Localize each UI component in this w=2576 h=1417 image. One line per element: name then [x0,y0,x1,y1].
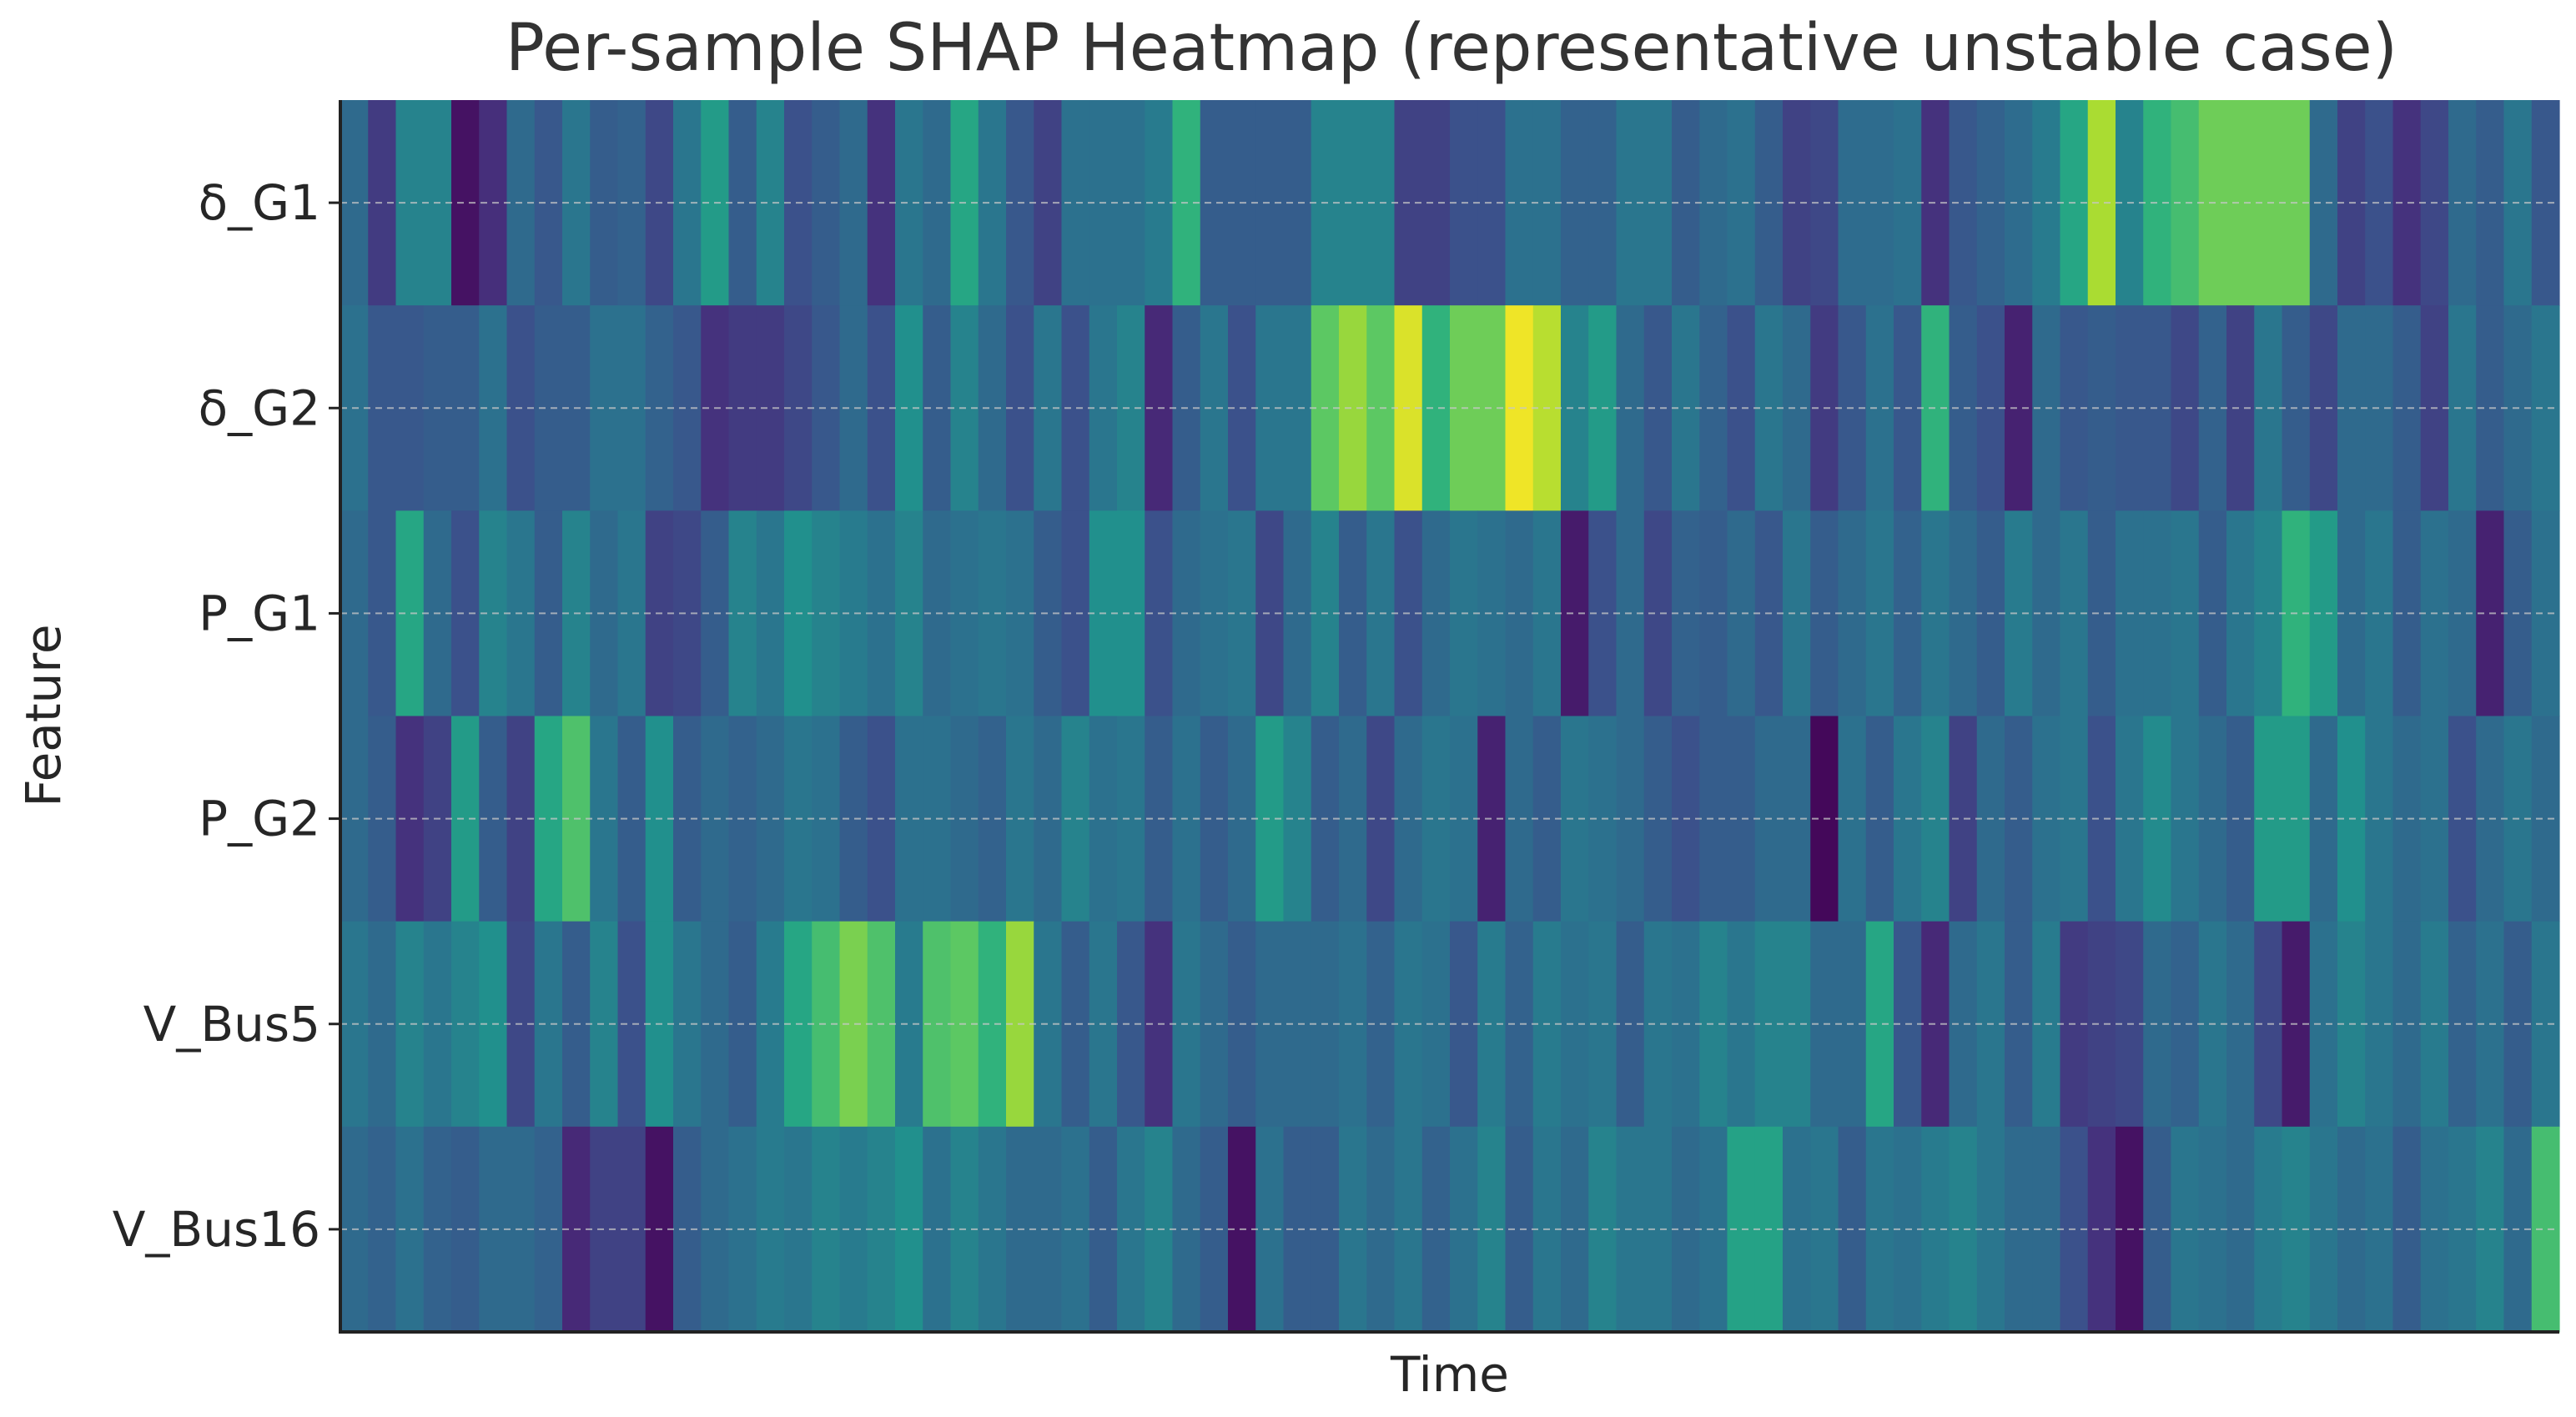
heatmap-cell [1865,510,1894,717]
heatmap-cell [534,510,563,717]
y-tick-label: δ_G2 [199,379,320,436]
heatmap-cell [2531,100,2560,306]
y-tick-labels: δ_G1 δ_G2 P_G1 P_G2 V_Bus5 V_Bus16 [113,174,340,1258]
heatmap-cell [2087,100,2116,306]
heatmap-cell [2309,716,2338,922]
y-tick-label: P_G2 [199,791,320,847]
heatmap-cell [1421,100,1451,306]
heatmap-cell [1643,100,1673,306]
heatmap-cell [1421,510,1451,717]
heatmap-cell [1421,1126,1451,1333]
heatmap-cell [756,510,785,717]
heatmap-cell [2531,921,2560,1128]
y-tick-label: P_G1 [199,585,320,641]
heatmap-cell [2309,1126,2338,1333]
heatmap-cell [1200,510,1229,717]
heatmap-cell [1200,100,1229,306]
heatmap-cell [1865,716,1894,922]
heatmap-cell [1200,716,1229,922]
heatmap-cell [978,716,1007,922]
heatmap-cell [1421,921,1451,1128]
heatmap-cell [534,921,563,1128]
heatmap-cell [978,1126,1007,1333]
axes-spine [339,100,2559,1334]
chart-title: Per-sample SHAP Heatmap (representative … [506,11,2397,86]
heatmap-cell [1421,716,1451,922]
heatmap-cell [2087,1126,2116,1333]
heatmap-cells [340,100,2560,1333]
heatmap-cell [1865,100,1894,306]
heatmap-cell [1865,1126,1894,1333]
heatmap-cell [2087,716,2116,922]
y-tick-label: V_Bus5 [143,996,320,1053]
heatmap-cell [756,1126,785,1333]
heatmap-cell [1865,305,1894,511]
heatmap-cell [534,305,563,511]
heatmap-cell [1643,921,1673,1128]
heatmap-cell [2309,100,2338,306]
heatmap-cell [534,100,563,306]
heatmap-cell [1643,1126,1673,1333]
heatmap-cell [2309,510,2338,717]
y-tick-label: V_Bus16 [113,1201,320,1258]
heatmap-cell [2087,921,2116,1128]
x-axis-label: Time [1390,1346,1509,1403]
heatmap-cell [978,100,1007,306]
heatmap-cell [1200,1126,1229,1333]
heatmap-cell [2309,305,2338,511]
heatmap-cell [2531,716,2560,922]
gridlines [340,202,2559,1230]
heatmap-cell [2087,510,2116,717]
heatmap-cell [978,921,1007,1128]
heatmap-cell [2531,1126,2560,1333]
y-tick-label: δ_G1 [199,174,320,231]
heatmap-cell [2531,305,2560,511]
heatmap-cell [978,510,1007,717]
y-axis-label: Feature [15,624,72,806]
heatmap-cell [2309,921,2338,1128]
heatmap-cell [534,1126,563,1333]
heatmap-cell [534,716,563,922]
heatmap-cell [756,716,785,922]
heatmap-cell [1200,305,1229,511]
heatmap-cell [2531,510,2560,717]
heatmap-cell [1643,716,1673,922]
heatmap-cell [1643,305,1673,511]
heatmap-cell [1200,921,1229,1128]
heatmap-cell [978,305,1007,511]
heatmap-cell [1865,921,1894,1128]
heatmap-cell [2087,305,2116,511]
heatmap-cell [756,305,785,511]
heatmap-cell [1421,305,1451,511]
heatmap-cell [1643,510,1673,717]
heatmap-cell [756,100,785,306]
heatmap-cell [756,921,785,1128]
